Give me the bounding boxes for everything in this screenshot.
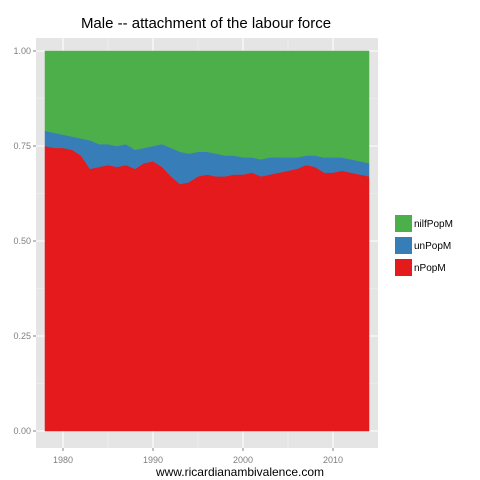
y-tick-label: 1.00 bbox=[13, 46, 31, 56]
legend-swatch-nPopM bbox=[395, 259, 412, 276]
chart-title: Male -- attachment of the labour force bbox=[81, 15, 331, 32]
x-tick-label: 1990 bbox=[143, 455, 163, 465]
legend-swatch-unPopM bbox=[395, 237, 412, 254]
x-tick-label: 2000 bbox=[233, 455, 253, 465]
legend-swatch-nilfPopM bbox=[395, 215, 412, 232]
legend: nilfPopM unPopM nPopM bbox=[395, 215, 453, 276]
y-axis: 0.00 0.25 0.50 0.75 1.00 bbox=[13, 46, 36, 436]
legend-label-unPopM: unPopM bbox=[414, 241, 451, 252]
legend-label-nilfPopM: nilfPopM bbox=[414, 219, 453, 230]
legend-label-nPopM: nPopM bbox=[414, 263, 446, 274]
x-tick-label: 2010 bbox=[323, 455, 343, 465]
x-axis: 1980 1990 2000 2010 bbox=[53, 448, 343, 465]
x-tick-label: 1980 bbox=[53, 455, 73, 465]
y-tick-label: 0.00 bbox=[13, 426, 31, 436]
y-tick-label: 0.75 bbox=[13, 141, 31, 151]
area-nPopM bbox=[44, 145, 370, 432]
x-axis-label: www.ricardianambivalence.com bbox=[155, 465, 324, 479]
area-nilfPopM bbox=[44, 50, 370, 164]
y-tick-label: 0.25 bbox=[13, 331, 31, 341]
y-tick-label: 0.50 bbox=[13, 236, 31, 246]
stacked-areas bbox=[44, 50, 370, 432]
